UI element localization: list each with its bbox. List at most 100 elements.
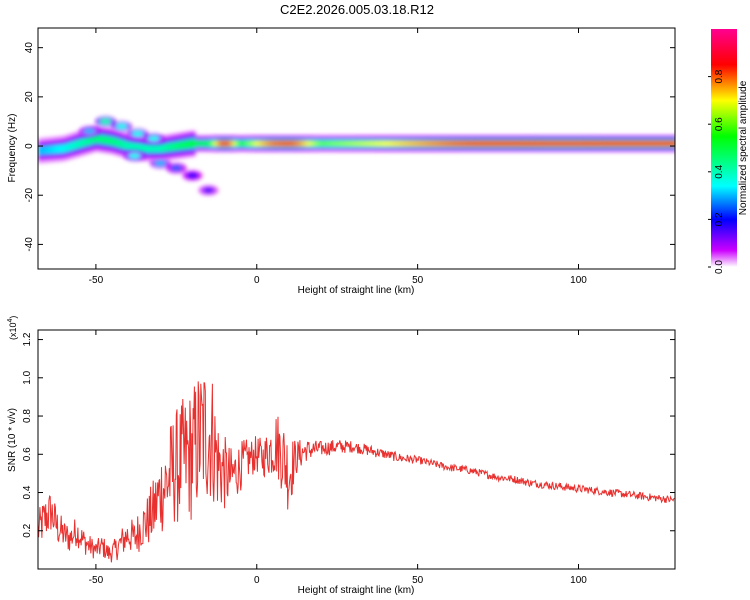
- heatmap-cell: [246, 141, 250, 147]
- heatmap-cell: [403, 141, 407, 147]
- heatmap-cell: [336, 141, 340, 147]
- heatmap-cell: [128, 142, 132, 151]
- heatmap-cell: [344, 141, 348, 147]
- heatmap-cell: [323, 141, 327, 147]
- heatmap-cell: [169, 142, 173, 151]
- snr-y-tick-label: 0.2: [22, 523, 33, 537]
- heatmap-frame: [37, 27, 676, 270]
- snr-plot-area: [38, 330, 675, 569]
- heatmap-cell: [223, 141, 227, 147]
- heatmap-cell: [629, 141, 634, 147]
- heatmap-cell: [557, 141, 562, 147]
- heatmap-cell: [48, 145, 52, 154]
- heatmap-cell: [92, 135, 96, 144]
- heatmap-cell: [50, 145, 55, 154]
- heatmap-cell: [161, 144, 165, 153]
- heatmap-cell: [377, 141, 381, 147]
- heatmap-cell: [635, 141, 639, 147]
- heatmap-cell: [171, 142, 175, 151]
- heatmap-y-tick-label: 40: [24, 42, 35, 54]
- heatmap-y-ticks: -40 -20 0 20 40: [24, 42, 675, 252]
- snr-y-ticks: 0.2 0.4 0.6 0.8 1.0 1.2: [22, 332, 675, 538]
- heatmap-cell: [287, 141, 291, 147]
- heatmap-cell: [645, 141, 649, 147]
- heatmap-cell: [179, 141, 183, 150]
- snr-x-tick-label: 50: [412, 575, 424, 586]
- snr-y-tick-label: 1.0: [22, 370, 33, 384]
- heatmap-cell: [658, 141, 662, 147]
- heatmap-x-ticks: -50 0 50 100: [89, 28, 587, 286]
- heatmap-cell: [300, 141, 304, 147]
- snr-x-tick-label: 0: [254, 575, 260, 586]
- heatmap-cell: [359, 141, 363, 147]
- heatmap-cell: [45, 146, 49, 155]
- heatmap-cell: [254, 141, 258, 147]
- heatmap-cell: [547, 141, 551, 147]
- heatmap-cell: [552, 141, 556, 147]
- heatmap-cell: [421, 141, 425, 147]
- heatmap-cell: [560, 141, 564, 147]
- heatmap-cell: [364, 141, 369, 147]
- heatmap-cell: [164, 143, 168, 152]
- heatmap-cell: [97, 135, 101, 143]
- heatmap-panel: -40 -20 0 20 40 -50 0 50 100 Height of straight…: [7, 27, 676, 296]
- heatmap-cell: [303, 141, 307, 147]
- heatmap-cell: [622, 141, 626, 147]
- heatmap-cell: [388, 141, 392, 147]
- heatmap-cell: [233, 141, 237, 147]
- heatmap-cell: [370, 141, 374, 147]
- heatmap-cell: [668, 141, 672, 147]
- heatmap-cell: [213, 141, 217, 147]
- heatmap-blob: [115, 123, 128, 130]
- heatmap-cell: [200, 141, 204, 147]
- heatmap-cell: [66, 143, 70, 152]
- heatmap-cell: [215, 141, 219, 147]
- heatmap-cell: [418, 141, 423, 147]
- heatmap-blob: [131, 130, 144, 137]
- heatmap-cell: [166, 143, 170, 152]
- heatmap-cell: [452, 141, 456, 147]
- heatmap-cell: [578, 141, 582, 147]
- heatmap-cell: [375, 141, 379, 147]
- heatmap-cell: [339, 141, 343, 147]
- heatmap-blob: [170, 165, 183, 172]
- heatmap-cell: [516, 141, 520, 147]
- heatmap-ridge: [38, 126, 675, 164]
- heatmap-cell: [424, 141, 428, 147]
- snr-panel: 0.2 0.4 0.6 0.8 1.0 1.2 -50 0 50 100 Height of s…: [7, 316, 676, 596]
- heatmap-cell: [521, 141, 526, 147]
- heatmap-cell: [627, 141, 631, 147]
- heatmap-cell: [665, 141, 670, 147]
- heatmap-cell: [156, 144, 160, 153]
- heatmap-blob: [202, 187, 215, 194]
- heatmap-y-tick-label: 20: [24, 91, 35, 103]
- snr-x-axis-label: Height of straight line (km): [298, 585, 415, 596]
- heatmap-cell: [406, 141, 410, 147]
- colorbar-tick-label: 0.4: [714, 164, 725, 178]
- heatmap-cell: [331, 141, 335, 147]
- heatmap-cell: [326, 141, 330, 147]
- heatmap-blob: [128, 152, 141, 159]
- heatmap-y-tick-label: -20: [24, 188, 35, 203]
- heatmap-cell: [282, 141, 286, 147]
- heatmap-cell: [251, 141, 255, 147]
- heatmap-cell: [632, 141, 636, 147]
- heatmap-cell: [539, 141, 544, 147]
- heatmap-cell: [84, 137, 88, 146]
- heatmap-cell: [107, 136, 111, 145]
- heatmap-cell: [447, 141, 451, 147]
- heatmap-cell: [174, 142, 178, 151]
- heatmap-cell: [264, 141, 268, 147]
- heatmap-cell: [189, 139, 194, 148]
- heatmap-cell: [295, 141, 299, 147]
- colorbar-tick-label: 0.6: [714, 117, 725, 131]
- heatmap-cell: [593, 141, 598, 147]
- colorbar-tick-label: 0.8: [714, 69, 725, 83]
- heatmap-cell: [647, 141, 652, 147]
- heatmap-cell: [125, 141, 129, 150]
- heatmap-cell: [617, 141, 621, 147]
- heatmap-cell: [588, 141, 592, 147]
- heatmap-cell: [444, 141, 448, 147]
- snr-x-tick-label: -50: [89, 575, 104, 586]
